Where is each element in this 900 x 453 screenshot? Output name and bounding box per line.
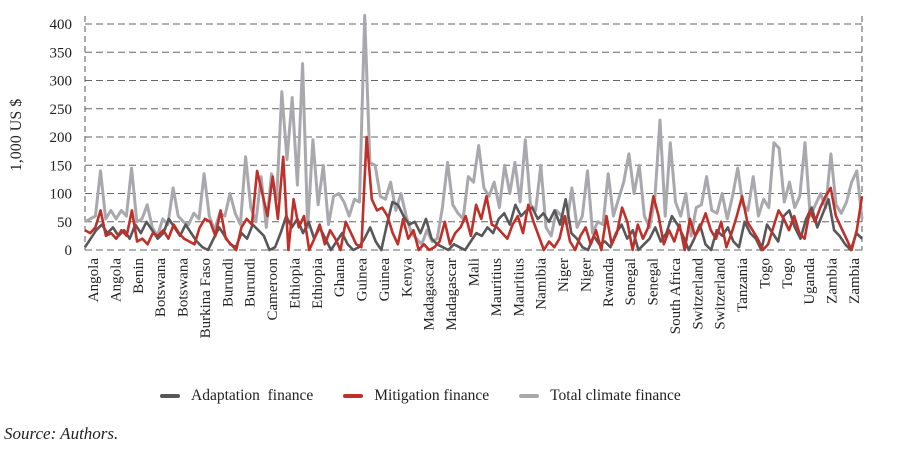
x-tick-label: Niger <box>556 258 572 292</box>
series-line-mitigation-finance <box>84 135 864 252</box>
x-tick-label: Togo <box>758 258 774 289</box>
y-tick-label: 200 <box>50 130 73 146</box>
x-tick-label: Zambia <box>825 258 841 304</box>
x-tick-label: Zambia <box>847 258 863 304</box>
x-tick-label: Cameroon <box>265 258 281 321</box>
x-tick-label: Burundi <box>243 258 259 307</box>
series-lines <box>83 14 864 252</box>
legend-swatch-mitigation <box>343 394 364 398</box>
legend-item-total: Total climate finance <box>519 387 681 405</box>
y-tick-label: 0 <box>65 243 73 259</box>
x-tick-label: Guinea <box>377 258 393 302</box>
legend-label-mitigation: Mitigation finance <box>374 387 490 404</box>
x-tick-label: Switzerland <box>713 258 729 330</box>
legend-swatch-adaptation <box>160 394 180 398</box>
source-note: Source: Authors. <box>4 424 119 443</box>
x-tick-label: Mali <box>467 258 483 286</box>
y-tick-label: 50 <box>57 215 72 231</box>
x-tick-label: Mauritius <box>489 258 505 316</box>
x-tick-label: Togo <box>780 258 796 289</box>
x-tick-label: Benin <box>131 258 147 294</box>
x-axis-categories: Angola Angola Benin Botswana Botswana Burkina… <box>86 258 863 339</box>
x-tick-label: Rwanda <box>601 258 617 307</box>
y-tick-label: 250 <box>50 102 73 118</box>
y-tick-label: 400 <box>50 17 73 33</box>
x-tick-label: Madagascar <box>444 258 460 330</box>
x-tick-label: Uganda <box>802 258 818 305</box>
x-tick-label: South Africa <box>668 258 684 335</box>
x-tick-label: Tanzania <box>735 258 751 312</box>
y-tick-label: 100 <box>50 187 73 203</box>
x-tick-label: Botswana <box>153 258 169 318</box>
x-tick-label: Botswana <box>176 258 192 318</box>
x-tick-label: Madagascar <box>422 258 438 330</box>
x-tick-label: Angola <box>108 258 124 303</box>
x-tick-label: Kenya <box>399 258 415 297</box>
y-axis-ticks: 0 50 100 150 200 250 300 350 400 <box>50 17 73 259</box>
x-tick-label: Switzerland <box>690 258 706 330</box>
x-tick-label: Ethiopia <box>287 258 303 309</box>
x-tick-label: Burundi <box>220 258 236 307</box>
y-axis-label: 1,000 US $ <box>8 99 25 171</box>
legend-item-mitigation: Mitigation finance <box>343 387 489 405</box>
x-tick-label: Ghana <box>332 258 348 297</box>
legend-swatch-total <box>519 394 540 398</box>
legend-label-total: Total climate finance <box>550 387 681 404</box>
y-tick-label: 350 <box>50 45 73 61</box>
x-tick-label: Namibia <box>534 258 550 310</box>
y-tick-label: 300 <box>50 74 73 90</box>
x-tick-label: Ethiopia <box>310 258 326 309</box>
y-tick-label: 150 <box>50 158 73 174</box>
x-tick-label: Niger <box>578 258 594 292</box>
x-tick-label: Burkina Faso <box>198 258 214 338</box>
legend: Adaptation finance Mitigation finance To… <box>160 387 711 405</box>
legend-label-adaptation: Adaptation finance <box>191 387 314 404</box>
x-tick-label: Senegal <box>646 258 662 305</box>
legend-item-adaptation: Adaptation finance <box>160 387 313 405</box>
x-tick-label: Senegal <box>623 258 639 305</box>
x-tick-label: Mauritius <box>511 258 527 316</box>
x-tick-label: Guinea <box>355 258 371 302</box>
x-tick-label: Angola <box>86 258 102 303</box>
